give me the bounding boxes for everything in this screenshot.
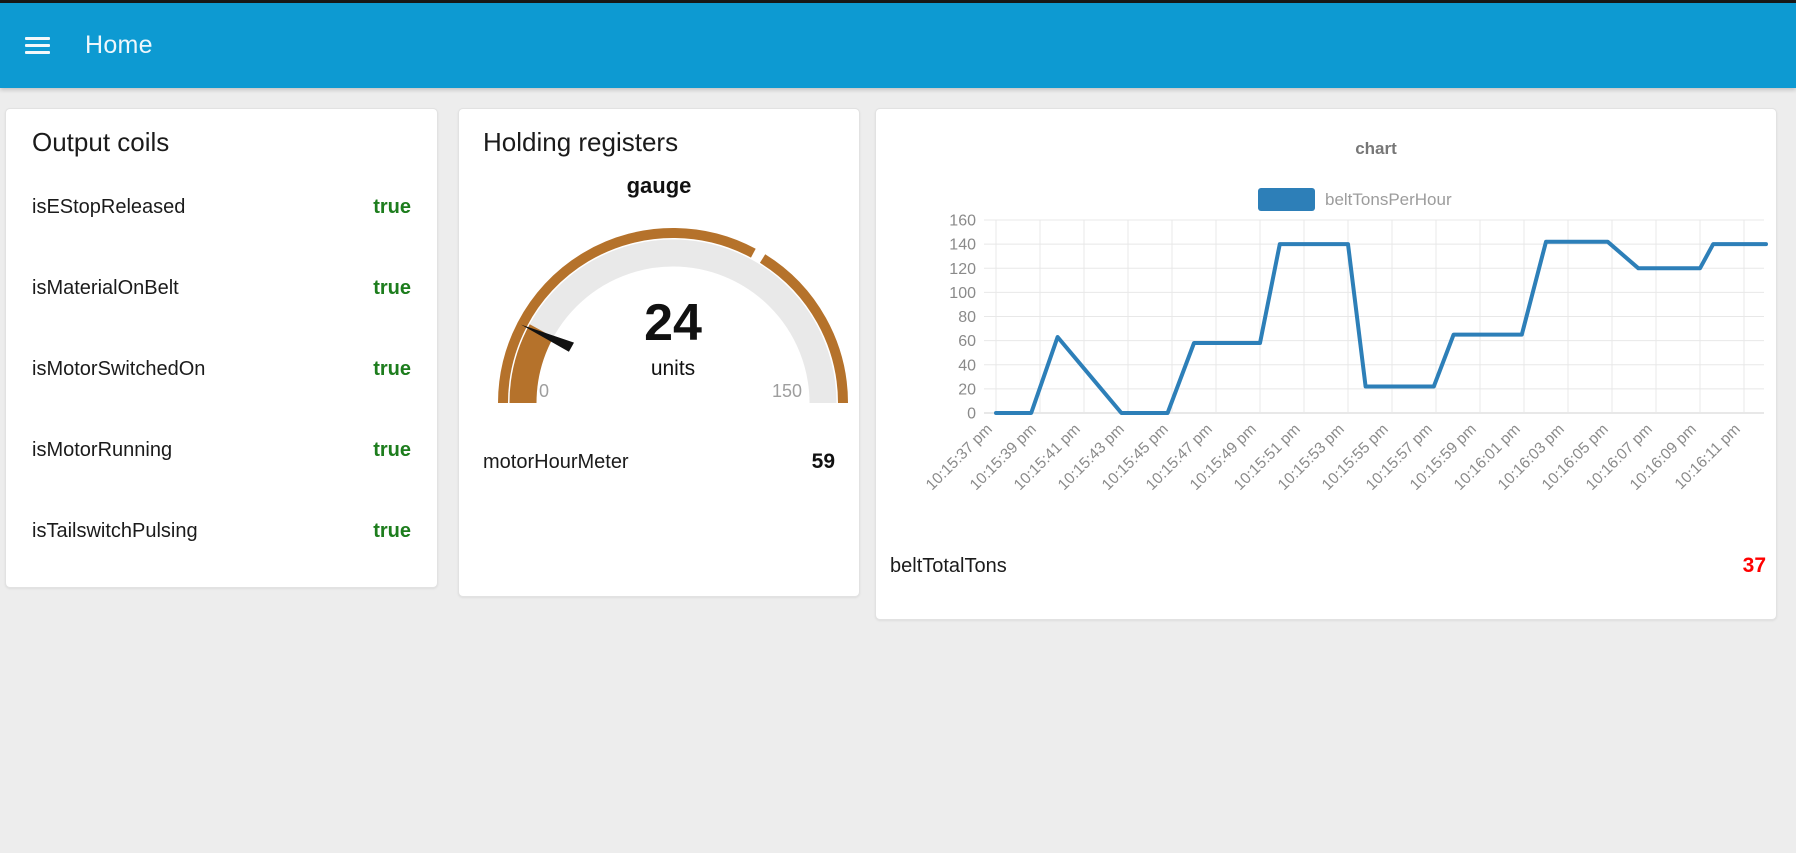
coil-row-isMotorRunning: isMotorRunning true [32,410,411,491]
legend-swatch-icon [1258,188,1315,211]
chart-legend: beltTonsPerHour [1258,188,1452,211]
output-coils-title: Output coils [32,127,170,157]
coil-row-isTailswitchPulsing: isTailswitchPulsing true [32,491,411,572]
holding-registers-card: Holding registers gauge 24 units 0 150 moto… [458,108,860,597]
gauge-value: 24 [644,294,702,352]
holding-registers-title: Holding registers [483,127,679,157]
gauge-title: gauge [626,173,692,198]
gauge-max-label: 150 [772,381,802,401]
belt-total-tons-row: beltTotalTons 37 [890,553,1766,579]
coil-label: isMotorRunning [32,439,173,461]
coil-value: true [373,439,411,461]
hamburger-menu-icon [24,37,50,54]
coil-value: true [373,277,411,299]
coil-row-isMaterialOnBelt: isMaterialOnBelt true [32,248,411,329]
gauge-needle [521,324,574,352]
gauge-svg: 24 units 0 150 [498,228,848,404]
coil-label: isTailswitchPulsing [32,520,198,542]
coil-label: isMotorSwitchedOn [32,358,206,380]
gauge-units: units [651,357,695,380]
svg-text:0: 0 [967,406,976,423]
svg-text:60: 60 [958,333,976,350]
series-line-beltTonsPerHour [994,239,1768,415]
svg-text:160: 160 [949,213,976,230]
legend-label: beltTonsPerHour [1325,189,1452,209]
total-value: 37 [1742,554,1766,577]
chart-card: chart beltTonsPerHour 0 20 40 60 80 100 120 140… [875,108,1777,620]
window-top-strip [0,0,1796,3]
svg-text:140: 140 [949,237,976,254]
page-title: Home [85,31,153,59]
coil-value: true [373,196,411,218]
menu-button[interactable] [13,22,61,70]
motor-hour-meter-row: motorHourMeter 59 [483,450,835,474]
gauge-min-label: 0 [539,381,549,401]
coil-rows: isEStopReleased true isMaterialOnBelt true i… [32,167,411,572]
meter-value: 59 [811,450,835,473]
coil-label: isMaterialOnBelt [32,277,179,299]
coil-value: true [373,358,411,380]
svg-text:80: 80 [958,309,976,326]
coil-row-isMotorSwitchedOn: isMotorSwitchedOn true [32,329,411,410]
navbar: Home [0,3,1796,88]
total-label: beltTotalTons [890,554,1007,577]
meter-label: motorHourMeter [483,450,629,473]
coil-value: true [373,520,411,542]
coil-label: isEStopReleased [32,196,186,218]
chart-title: chart [1355,139,1397,158]
gauge-widget: gauge 24 units 0 150 [483,173,848,422]
coil-row-isEStopReleased: isEStopReleased true [32,167,411,248]
svg-text:100: 100 [949,285,976,302]
svg-text:20: 20 [958,381,976,398]
svg-text:120: 120 [949,261,976,278]
output-coils-card: Output coils isEStopReleased true isMateri… [5,108,438,588]
svg-text:40: 40 [958,357,976,374]
